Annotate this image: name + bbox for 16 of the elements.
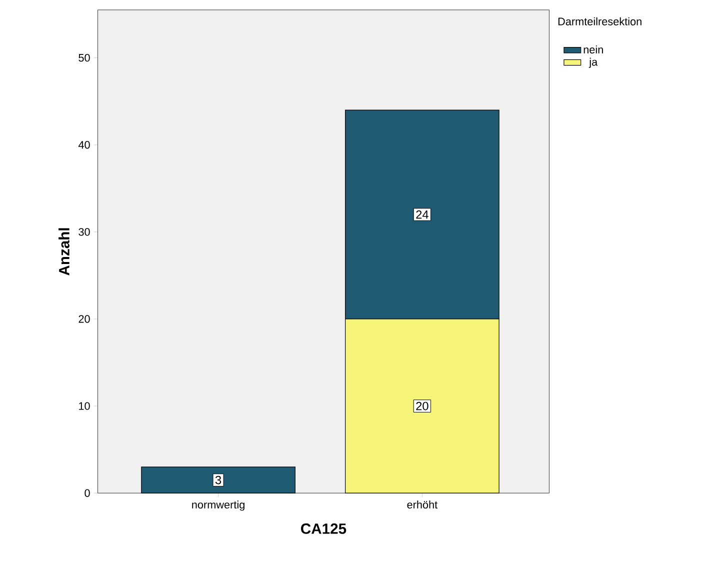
data-label: 24 [416,210,428,219]
data-label: 20 [416,402,428,410]
x-tick-label: erhöht [407,500,438,509]
y-axis-title: Anzahl [58,228,70,276]
legend-label: nein [584,46,603,54]
y-tick-label: 0 [84,490,90,498]
legend-title: Darmteilresektion [558,18,642,26]
y-tick-label: 30 [78,228,90,236]
legend-label: ja [588,58,598,68]
y-tick-label: 50 [78,54,90,62]
x-tick-label: normwertig [192,500,244,511]
x-axis-title: CA125 [301,524,346,534]
y-tick-label: 40 [78,141,90,149]
y-tick-label: 20 [78,315,90,324]
y-tick-label: 10 [79,402,90,410]
data-label: 3 [215,476,222,484]
